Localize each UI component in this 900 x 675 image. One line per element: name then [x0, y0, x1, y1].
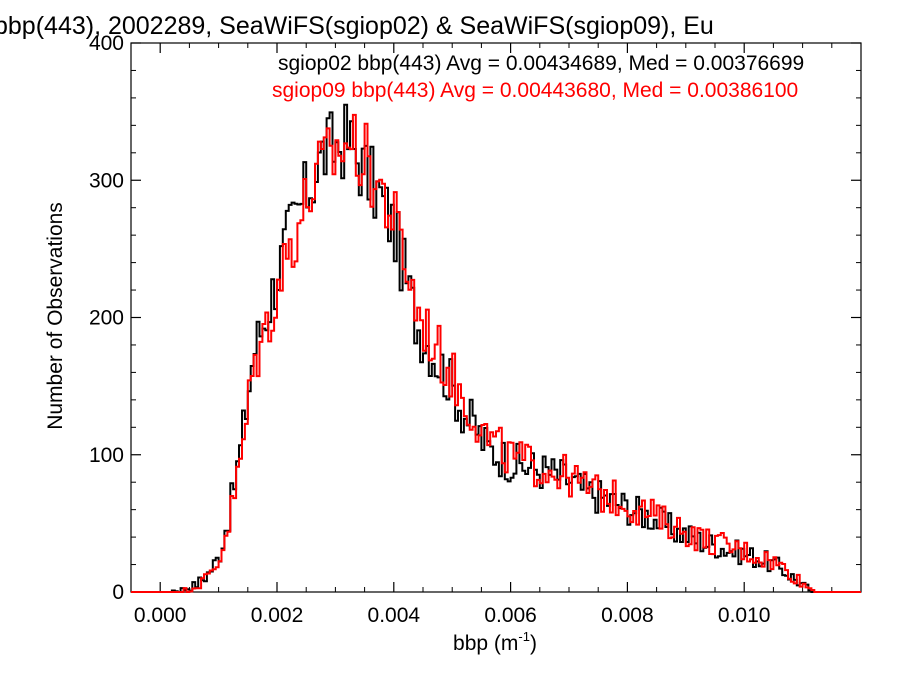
y-tick-label: 200 — [89, 307, 124, 330]
y-axis: 0 100 200 300 400 — [89, 32, 861, 604]
plot-frame — [130, 42, 862, 593]
y-tick-label: 100 — [89, 444, 124, 467]
x-axis-label-close: ) — [530, 632, 537, 655]
x-axis-label-superscript: -1 — [518, 629, 530, 644]
series-line-sgiop09 — [131, 113, 861, 593]
x-tick-label: 0.008 — [601, 604, 654, 627]
x-axis: 0.000 0.002 0.004 0.006 0.008 0.010 — [134, 43, 833, 627]
x-tick-label: 0.002 — [251, 604, 304, 627]
x-tick-label: 0.004 — [368, 604, 421, 627]
y-tick-label: 300 — [89, 169, 124, 192]
x-axis-label-text: bbp (m — [453, 632, 518, 655]
series-layer — [131, 103, 861, 593]
chart-title: bbp(443), 2002289, SeaWiFS(sgiop02) & Se… — [0, 12, 714, 40]
legend-entry-sgiop09: sgiop09 bbp(443) Avg = 0.00443680, Med =… — [272, 79, 798, 102]
y-axis-label: Number of Observations — [44, 202, 67, 430]
x-axis-label: bbp (m-1) — [453, 629, 537, 655]
x-tick-label: 0.010 — [718, 604, 771, 627]
legend-entry-sgiop02: sgiop02 bbp(443) Avg = 0.00434689, Med =… — [278, 52, 804, 75]
y-tick-label: 0 — [112, 581, 124, 604]
x-tick-label: 0.000 — [134, 604, 187, 627]
x-tick-label: 0.006 — [484, 604, 537, 627]
series-line-sgiop02 — [131, 103, 861, 593]
y-tick-label: 400 — [89, 32, 124, 55]
